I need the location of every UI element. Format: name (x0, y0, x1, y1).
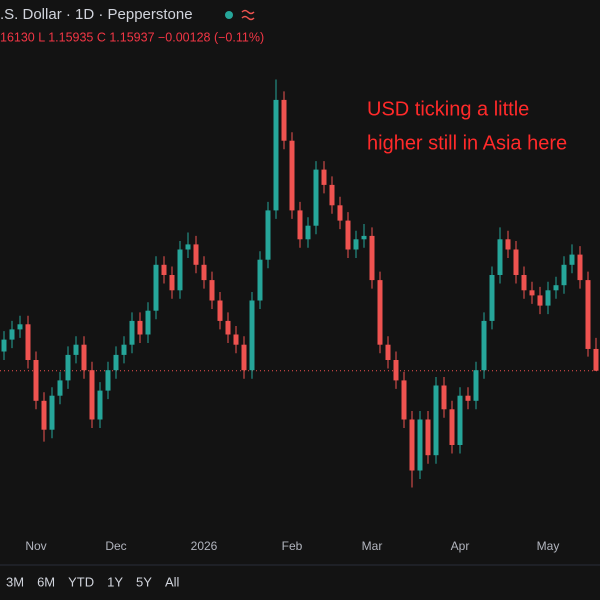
candle-body (441, 385, 447, 410)
plot-area (0, 79, 600, 488)
candle-body (249, 300, 255, 371)
candle-body (49, 395, 55, 430)
x-tick-label: Nov (25, 539, 46, 553)
candle-body (225, 320, 231, 335)
range-button[interactable]: 3M (6, 574, 24, 589)
range-button[interactable]: 1Y (107, 574, 123, 589)
candle-body (449, 409, 455, 445)
candle-body (65, 354, 71, 381)
candle-body (273, 99, 279, 211)
candle-body (481, 320, 487, 371)
candle-body (161, 264, 167, 275)
candle-body (409, 419, 415, 471)
candle-body (25, 324, 31, 360)
x-tick-label: Dec (105, 539, 126, 553)
candle-body (521, 275, 527, 291)
candle-body (89, 370, 95, 420)
range-button[interactable]: 5Y (136, 574, 152, 589)
candle-body (121, 344, 127, 355)
candle-body (465, 395, 471, 401)
candle-body (177, 249, 183, 291)
candle-body (393, 360, 399, 381)
annotation-line: higher still in Asia here (367, 132, 567, 154)
candle-body (473, 370, 479, 401)
ohlc-values: 16130 L 1.15935 C 1.15937 −0.00128 (−0.1… (0, 30, 264, 44)
candle-body (145, 310, 151, 335)
candle-body (257, 259, 263, 301)
candle-body (569, 254, 575, 265)
candle-body (577, 254, 583, 281)
candle-body (401, 380, 407, 420)
candle-body (217, 300, 223, 321)
candle-body (97, 390, 103, 420)
candle-body (369, 235, 375, 281)
data-status-icon (241, 9, 255, 21)
candle-body (489, 275, 495, 321)
candle-body (129, 320, 135, 345)
candle-body (209, 280, 215, 301)
candle-body (593, 348, 599, 371)
range-button[interactable]: YTD (68, 574, 94, 589)
candle-body (105, 370, 111, 391)
candle-body (545, 290, 551, 306)
candle-body (1, 339, 7, 352)
candle-body (9, 329, 15, 340)
symbol-title: .S. Dollar · 1D · Pepperstone (0, 6, 193, 23)
candle-body (169, 275, 175, 291)
candle-body (513, 249, 519, 275)
candle-body (345, 220, 351, 250)
candle-body (377, 280, 383, 345)
time-axis: Nov Dec 2026 Feb Mar Apr May (25, 539, 559, 553)
candle-body (41, 400, 47, 430)
candle-body (329, 184, 335, 206)
candle-body (305, 225, 311, 240)
candle-body (321, 169, 327, 185)
candle-body (185, 244, 191, 250)
candle-body (529, 290, 535, 296)
range-buttons: 3M 6M YTD 1Y 5Y All (6, 574, 179, 589)
candle-body (337, 205, 343, 221)
annotation-line: USD ticking a little (367, 98, 529, 120)
market-status-icon (225, 11, 233, 19)
candle-body (361, 235, 367, 240)
candle-body (313, 169, 319, 226)
candle-body (289, 140, 295, 211)
candle-body (561, 264, 567, 286)
candle-body (297, 210, 303, 240)
candle-body (425, 419, 431, 456)
x-tick-label: Feb (282, 539, 303, 553)
candle-body (113, 354, 119, 371)
x-tick-label: Apr (451, 539, 470, 553)
candle-body (353, 239, 359, 250)
candle-body (433, 385, 439, 456)
candle-body (585, 280, 591, 349)
candle-body (281, 99, 287, 141)
candle-body (457, 395, 463, 445)
range-button[interactable]: 6M (37, 574, 55, 589)
candle-body (553, 285, 559, 291)
candle-body (385, 344, 391, 360)
range-button[interactable]: All (165, 574, 180, 589)
candle-body (417, 419, 423, 471)
candle-body (505, 239, 511, 250)
candle-body (57, 380, 63, 396)
candle-body (201, 264, 207, 281)
x-tick-label: Mar (362, 539, 383, 553)
candle-body (81, 344, 87, 371)
candle-body (17, 324, 23, 330)
candle-body (153, 264, 159, 311)
candle-body (33, 360, 39, 401)
x-tick-label: 2026 (191, 539, 218, 553)
candle-body (537, 295, 543, 306)
candle-body (265, 210, 271, 260)
candle-body (241, 344, 247, 371)
candle-body (137, 320, 143, 335)
candle-body (73, 344, 79, 355)
candle-body (497, 239, 503, 275)
candle-body (193, 244, 199, 265)
candle-body (233, 334, 239, 345)
x-tick-label: May (537, 539, 560, 553)
